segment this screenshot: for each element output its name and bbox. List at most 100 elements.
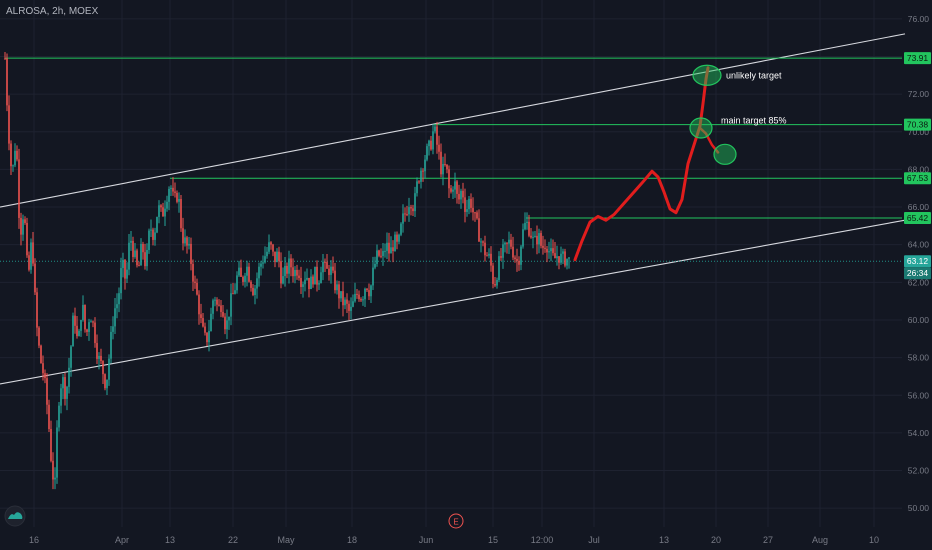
candle-body bbox=[204, 326, 206, 333]
candle-body bbox=[80, 319, 82, 331]
candle-body bbox=[102, 360, 104, 375]
candle-body bbox=[464, 197, 466, 212]
candle-body bbox=[294, 269, 296, 277]
candle-body bbox=[256, 278, 258, 289]
candle-body bbox=[384, 250, 386, 252]
x-tick-label: 22 bbox=[228, 535, 238, 545]
projection-path[interactable] bbox=[573, 66, 720, 262]
x-tick-label: Aug bbox=[812, 535, 828, 545]
channel-line-upper bbox=[0, 33, 906, 208]
candle-body bbox=[92, 321, 94, 323]
annotations[interactable]: unlikely target main target 85% bbox=[721, 70, 787, 125]
candle-body bbox=[494, 283, 496, 286]
event-marker[interactable]: E bbox=[448, 513, 464, 529]
candle-body bbox=[434, 126, 436, 132]
candle-body bbox=[538, 233, 540, 245]
candle-body bbox=[528, 221, 530, 236]
candle-body bbox=[466, 209, 468, 212]
candle-body bbox=[198, 294, 200, 315]
candle-body bbox=[322, 261, 324, 273]
x-tick-label: 27 bbox=[763, 535, 773, 545]
candle-body bbox=[316, 266, 318, 285]
candle-body bbox=[492, 265, 494, 284]
candle-body bbox=[436, 126, 438, 145]
candle-body bbox=[300, 277, 302, 287]
candle-body bbox=[24, 219, 26, 223]
candle-body bbox=[274, 251, 276, 262]
candle-body bbox=[344, 299, 346, 306]
candle-body bbox=[16, 150, 18, 160]
price-axis[interactable]: 50.00 52.00 54.00 56.00 58.00 60.00 62.00 64.00… bbox=[904, 14, 931, 513]
candle-body bbox=[502, 244, 504, 258]
candle-body bbox=[440, 151, 442, 175]
candle-body bbox=[182, 228, 184, 244]
candle-body bbox=[276, 251, 278, 262]
tradingview-logo-icon[interactable] bbox=[4, 505, 26, 527]
candle-body bbox=[160, 205, 162, 208]
target-circles[interactable] bbox=[689, 64, 737, 165]
candle-body bbox=[554, 253, 556, 259]
candle-body bbox=[190, 243, 192, 264]
candle-body bbox=[370, 285, 372, 297]
candle-body bbox=[520, 246, 522, 265]
candle-body bbox=[366, 288, 368, 291]
svg-text:E: E bbox=[453, 518, 458, 527]
candle-body bbox=[304, 279, 306, 285]
candle-body bbox=[272, 244, 274, 252]
candle-body bbox=[308, 277, 310, 289]
candle-body bbox=[452, 189, 454, 192]
candle-body bbox=[532, 236, 534, 238]
candle-body bbox=[298, 275, 300, 278]
candle-body bbox=[226, 320, 228, 330]
candle-body bbox=[78, 330, 80, 337]
candle-body bbox=[184, 237, 186, 244]
candle-body bbox=[564, 251, 566, 266]
candle-body bbox=[396, 234, 398, 242]
candle-body bbox=[124, 259, 126, 279]
candle-body bbox=[410, 207, 412, 209]
candle-body bbox=[306, 277, 308, 280]
candle-body bbox=[166, 201, 168, 209]
candle-body bbox=[156, 216, 158, 233]
candle-body bbox=[398, 234, 400, 242]
candle-body bbox=[356, 293, 358, 295]
x-tick-label: 13 bbox=[659, 535, 669, 545]
candle-body bbox=[490, 253, 492, 266]
candle-body bbox=[310, 276, 312, 289]
candle-body bbox=[108, 358, 110, 380]
candle-body bbox=[70, 346, 72, 368]
candle-body bbox=[240, 267, 242, 277]
candle-body bbox=[430, 140, 432, 150]
target-circle bbox=[692, 64, 722, 86]
candle-body bbox=[152, 229, 154, 240]
candle-body bbox=[412, 208, 414, 212]
candle-body bbox=[546, 248, 548, 253]
candle-body bbox=[58, 405, 60, 428]
x-tick-label: Jul bbox=[588, 535, 600, 545]
candle-body bbox=[550, 248, 552, 252]
y-tick-label: 66.00 bbox=[908, 202, 930, 212]
candle-body bbox=[350, 306, 352, 311]
candle-body bbox=[500, 256, 502, 258]
candle-body bbox=[162, 207, 164, 217]
price-badge-label: 63.12 bbox=[907, 256, 929, 266]
candle-body bbox=[360, 299, 362, 301]
candle-body bbox=[510, 239, 512, 247]
candle-body bbox=[6, 58, 8, 106]
candle-body bbox=[470, 198, 472, 208]
candle-body bbox=[246, 266, 248, 276]
candle-body bbox=[90, 321, 92, 323]
support-resistance-levels[interactable] bbox=[0, 57, 902, 262]
candle-body bbox=[474, 212, 476, 214]
candle-body bbox=[432, 131, 434, 150]
candle-body bbox=[460, 190, 462, 200]
price-badge-label: 67.53 bbox=[907, 173, 929, 183]
candle-body bbox=[286, 265, 288, 274]
candle-body bbox=[522, 229, 524, 247]
channel-lines[interactable] bbox=[0, 33, 906, 385]
time-axis[interactable]: 16 Apr 13 22 May 18 Jun 15 12:00 Jul 13 20 27 Aug 10 bbox=[29, 535, 879, 545]
candle-body bbox=[534, 235, 536, 237]
candle-body bbox=[84, 304, 86, 330]
